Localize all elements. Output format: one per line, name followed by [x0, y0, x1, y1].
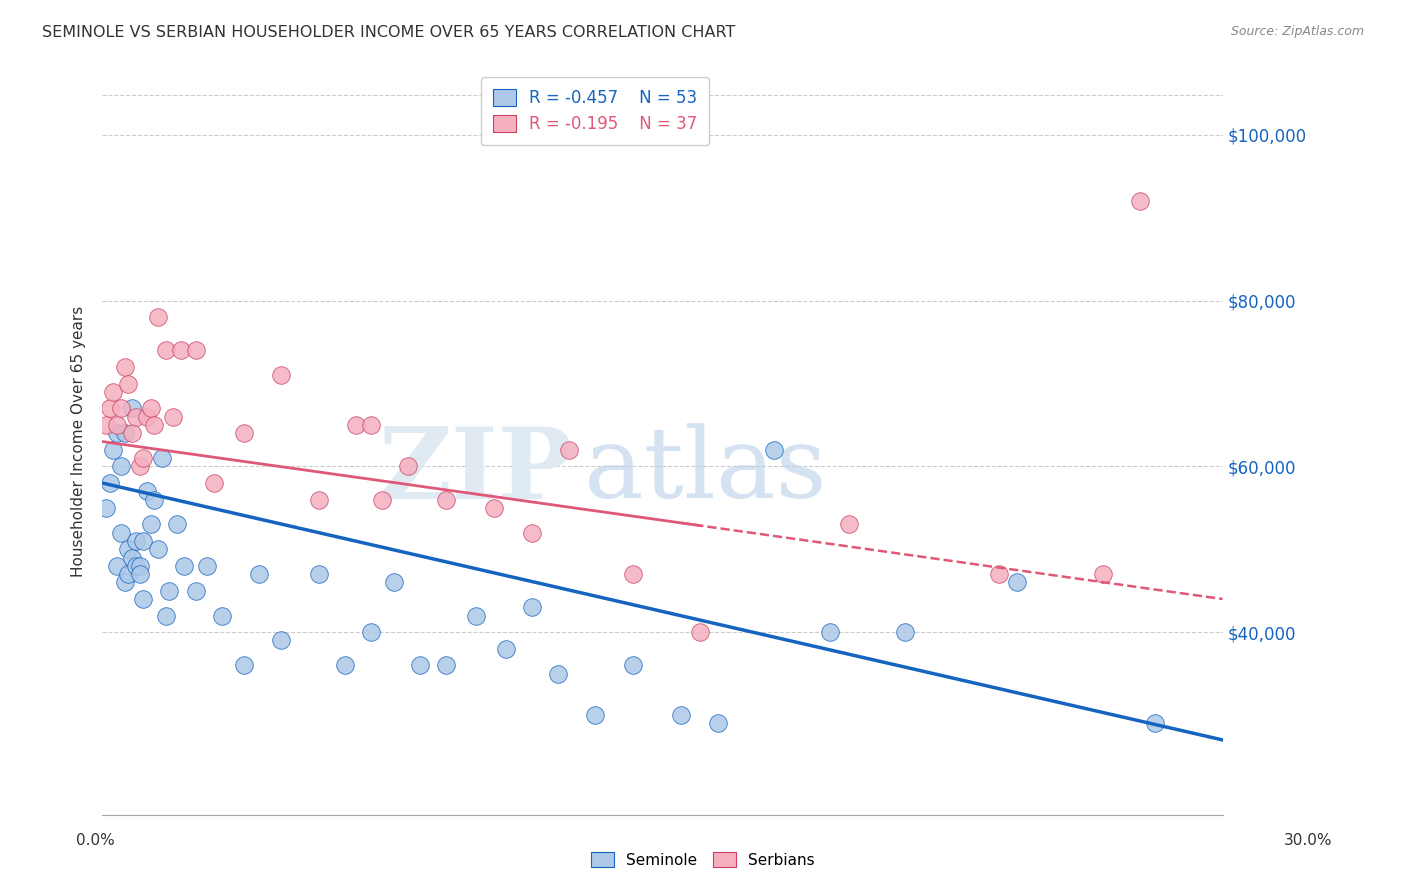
Point	[110, 525, 132, 540]
Text: Source: ZipAtlas.com: Source: ZipAtlas.com	[1230, 25, 1364, 38]
Point	[408, 658, 430, 673]
Point	[132, 451, 155, 466]
Point	[184, 583, 207, 598]
Point	[484, 500, 506, 515]
Point	[583, 708, 606, 723]
Point	[398, 459, 420, 474]
Legend: Seminole, Serbians: Seminole, Serbians	[585, 846, 821, 873]
Point	[103, 442, 125, 457]
Point	[103, 384, 125, 399]
Point	[125, 409, 148, 424]
Point	[270, 368, 292, 383]
Point	[148, 310, 170, 325]
Point	[110, 401, 132, 416]
Point	[233, 426, 256, 441]
Point	[150, 451, 173, 466]
Point	[371, 492, 394, 507]
Point	[136, 409, 159, 424]
Point	[125, 558, 148, 573]
Point	[838, 517, 860, 532]
Point	[148, 542, 170, 557]
Point	[105, 417, 128, 432]
Point	[159, 583, 181, 598]
Point	[169, 343, 191, 358]
Point	[98, 401, 121, 416]
Point	[464, 608, 486, 623]
Point	[105, 426, 128, 441]
Point	[202, 475, 225, 490]
Point	[1005, 575, 1028, 590]
Point	[155, 343, 177, 358]
Point	[763, 442, 786, 457]
Point	[1144, 716, 1167, 731]
Point	[382, 575, 405, 590]
Point	[1092, 567, 1115, 582]
Point	[558, 442, 581, 457]
Point	[98, 475, 121, 490]
Text: 30.0%: 30.0%	[1284, 833, 1331, 847]
Point	[333, 658, 356, 673]
Point	[114, 359, 136, 374]
Point	[520, 525, 543, 540]
Point	[128, 558, 150, 573]
Point	[121, 401, 143, 416]
Point	[117, 376, 139, 391]
Point	[344, 417, 367, 432]
Point	[143, 492, 166, 507]
Point	[547, 666, 569, 681]
Point	[520, 600, 543, 615]
Point	[114, 426, 136, 441]
Point	[139, 401, 162, 416]
Point	[434, 492, 457, 507]
Point	[707, 716, 730, 731]
Point	[211, 608, 233, 623]
Point	[621, 567, 644, 582]
Point	[1129, 194, 1152, 209]
Text: ZIP: ZIP	[378, 423, 572, 520]
Point	[114, 575, 136, 590]
Point	[894, 625, 917, 640]
Point	[195, 558, 218, 573]
Text: atlas: atlas	[583, 424, 827, 519]
Point	[125, 534, 148, 549]
Point	[132, 534, 155, 549]
Point	[820, 625, 842, 640]
Point	[166, 517, 188, 532]
Point	[434, 658, 457, 673]
Point	[155, 608, 177, 623]
Point	[987, 567, 1010, 582]
Point	[495, 641, 517, 656]
Point	[132, 592, 155, 607]
Point	[184, 343, 207, 358]
Legend: R = -0.457    N = 53, R = -0.195    N = 37: R = -0.457 N = 53, R = -0.195 N = 37	[481, 77, 710, 145]
Point	[128, 567, 150, 582]
Point	[173, 558, 195, 573]
Point	[143, 417, 166, 432]
Point	[128, 459, 150, 474]
Text: SEMINOLE VS SERBIAN HOUSEHOLDER INCOME OVER 65 YEARS CORRELATION CHART: SEMINOLE VS SERBIAN HOUSEHOLDER INCOME O…	[42, 25, 735, 40]
Point	[117, 542, 139, 557]
Text: 0.0%: 0.0%	[76, 833, 115, 847]
Point	[136, 484, 159, 499]
Point	[162, 409, 184, 424]
Point	[270, 633, 292, 648]
Point	[360, 417, 382, 432]
Point	[621, 658, 644, 673]
Point	[110, 459, 132, 474]
Y-axis label: Householder Income Over 65 years: Householder Income Over 65 years	[72, 306, 86, 577]
Point	[669, 708, 692, 723]
Point	[117, 567, 139, 582]
Point	[247, 567, 270, 582]
Point	[105, 558, 128, 573]
Point	[121, 550, 143, 565]
Point	[308, 567, 330, 582]
Point	[94, 417, 117, 432]
Point	[360, 625, 382, 640]
Point	[94, 500, 117, 515]
Point	[121, 426, 143, 441]
Point	[233, 658, 256, 673]
Point	[689, 625, 711, 640]
Point	[308, 492, 330, 507]
Point	[139, 517, 162, 532]
